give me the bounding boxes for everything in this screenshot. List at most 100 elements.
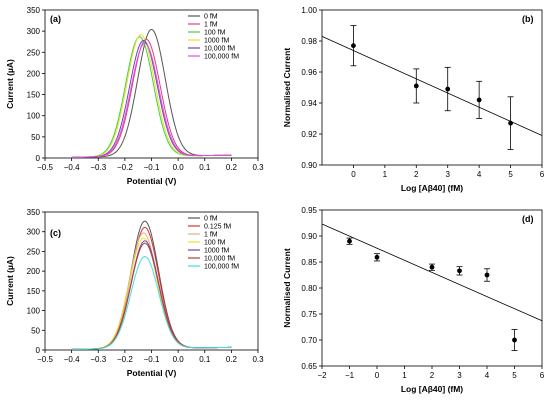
fit-line [321, 35, 543, 136]
y-tick-label: 100 [27, 307, 41, 316]
chart-panel: 0 1 2 3 4 5 6 0.90 0.92 0.94 0.96 0.98 1.00 Log [Aβ40… [282, 6, 545, 193]
y-tick-label: 350 [27, 6, 41, 15]
y-tick-label: 0.65 [301, 362, 317, 371]
x-tick-label: 1 [383, 170, 388, 179]
x-tick-label: −0.3 [90, 355, 106, 364]
x-tick-label: −0.5 [37, 163, 53, 172]
data-point [508, 120, 513, 126]
x-tick-label: −1 [345, 371, 355, 380]
x-tick-label: 0.3 [252, 355, 264, 364]
y-tick-label: 300 [27, 228, 41, 237]
chart-panel: −0.5 −0.4 −0.3 −0.2 −0.1 0.0 0.1 0.2 0.3 0 50 100 15… [5, 208, 264, 378]
panel-label: (c) [50, 228, 61, 238]
y-tick-label: 350 [27, 208, 41, 217]
x-tick-label: 0 [375, 371, 380, 380]
y-tick-label: 250 [27, 247, 41, 256]
x-axis-label: Log [Aβ40] (fM) [401, 183, 463, 193]
data-point [374, 254, 380, 260]
x-tick-label: 0.1 [199, 355, 211, 364]
x-tick-label: −0.4 [64, 163, 80, 172]
y-tick-label: 0 [36, 346, 41, 355]
y-tick-label: 150 [27, 287, 41, 296]
legend-entry: 1 fM [204, 22, 218, 29]
x-tick-label: 0.0 [173, 163, 185, 172]
legend-entry: 1000 fM [204, 248, 229, 255]
y-axis-label: Normalised Current [282, 248, 292, 328]
y-tick-label: 0.90 [301, 232, 317, 241]
legend-entry: 100 fM [204, 240, 226, 247]
x-tick-label: 5 [512, 371, 517, 380]
y-axis-label: Current (µA) [5, 256, 15, 306]
y-tick-label: 200 [27, 267, 41, 276]
y-tick-label: 0.90 [301, 161, 317, 170]
x-tick-label: 0.1 [199, 163, 211, 172]
x-tick-label: 0.0 [173, 355, 185, 364]
y-tick-label: 0.92 [301, 130, 317, 139]
data-point [512, 337, 517, 343]
x-tick-label: 6 [540, 170, 545, 179]
legend-entry: 100,000 fM [204, 264, 239, 271]
data-point [476, 97, 482, 103]
plot-frame [44, 9, 259, 159]
x-tick-label: 1 [402, 371, 407, 380]
x-tick-label: 0.3 [252, 163, 264, 172]
x-tick-label: −0.2 [117, 163, 133, 172]
y-tick-label: 50 [31, 326, 40, 335]
series-line [71, 256, 232, 350]
legend-entry: 1000 fM [204, 38, 229, 45]
data-point [351, 43, 356, 49]
y-tick-label: 200 [27, 69, 41, 78]
y-tick-label: 250 [27, 48, 41, 57]
x-tick-label: 0.2 [226, 163, 238, 172]
legend-entry: 0 fM [204, 14, 218, 21]
x-tick-label: 0.2 [226, 355, 238, 364]
y-tick-label: 0.96 [301, 68, 317, 77]
y-tick-label: 0.80 [301, 284, 317, 293]
panel-label: (d) [522, 214, 534, 224]
y-tick-label: 300 [27, 27, 41, 36]
legend-entry: 0 fM [204, 216, 218, 223]
y-tick-label: 150 [27, 91, 41, 100]
y-tick-label: 0.94 [301, 99, 317, 108]
data-point [413, 83, 419, 89]
data-point [347, 238, 352, 244]
legend-entry: 10,000 fM [204, 256, 235, 263]
x-tick-label: 6 [540, 371, 545, 380]
legend-entry: 0.125 fM [204, 224, 231, 231]
plot-frame [321, 9, 543, 166]
series-line [71, 42, 232, 158]
legend-entry: 100,000 fM [204, 54, 239, 61]
x-axis-label: Potential (V) [127, 176, 177, 186]
y-tick-label: 0.75 [301, 310, 317, 319]
x-axis-label: Potential (V) [127, 368, 177, 378]
plot-frame [44, 211, 259, 351]
chart-panel: −0.5 −0.4 −0.3 −0.2 −0.1 0.0 0.1 0.2 0.3 0 50 100 15… [5, 6, 264, 186]
y-tick-label: 100 [27, 112, 41, 121]
data-point [484, 272, 490, 278]
x-tick-label: −0.5 [37, 355, 53, 364]
panel-label: (a) [50, 14, 61, 24]
y-tick-label: 0.70 [301, 336, 317, 345]
data-point [445, 86, 451, 92]
panel-label: (b) [522, 14, 534, 24]
x-tick-label: −2 [317, 371, 327, 380]
y-tick-label: 50 [31, 133, 40, 142]
y-tick-label: 1.00 [301, 6, 317, 15]
legend-entry: 1 fM [204, 232, 218, 239]
x-tick-label: 3 [457, 371, 462, 380]
fit-line [321, 223, 543, 322]
x-tick-label: 2 [414, 170, 419, 179]
y-axis-label: Current (µA) [5, 59, 15, 109]
x-tick-label: 4 [485, 371, 490, 380]
x-tick-label: 3 [445, 170, 450, 179]
data-point [457, 268, 462, 274]
legend-entry: 100 fM [204, 30, 226, 37]
y-axis-label: Normalised Current [282, 48, 292, 128]
y-tick-label: 0.85 [301, 258, 317, 267]
x-tick-label: −0.1 [144, 355, 160, 364]
x-axis-label: Log [Aβ40] (fM) [401, 384, 463, 394]
y-tick-label: 0.95 [301, 206, 317, 215]
x-tick-label: −0.4 [64, 355, 80, 364]
x-tick-label: 5 [508, 170, 513, 179]
